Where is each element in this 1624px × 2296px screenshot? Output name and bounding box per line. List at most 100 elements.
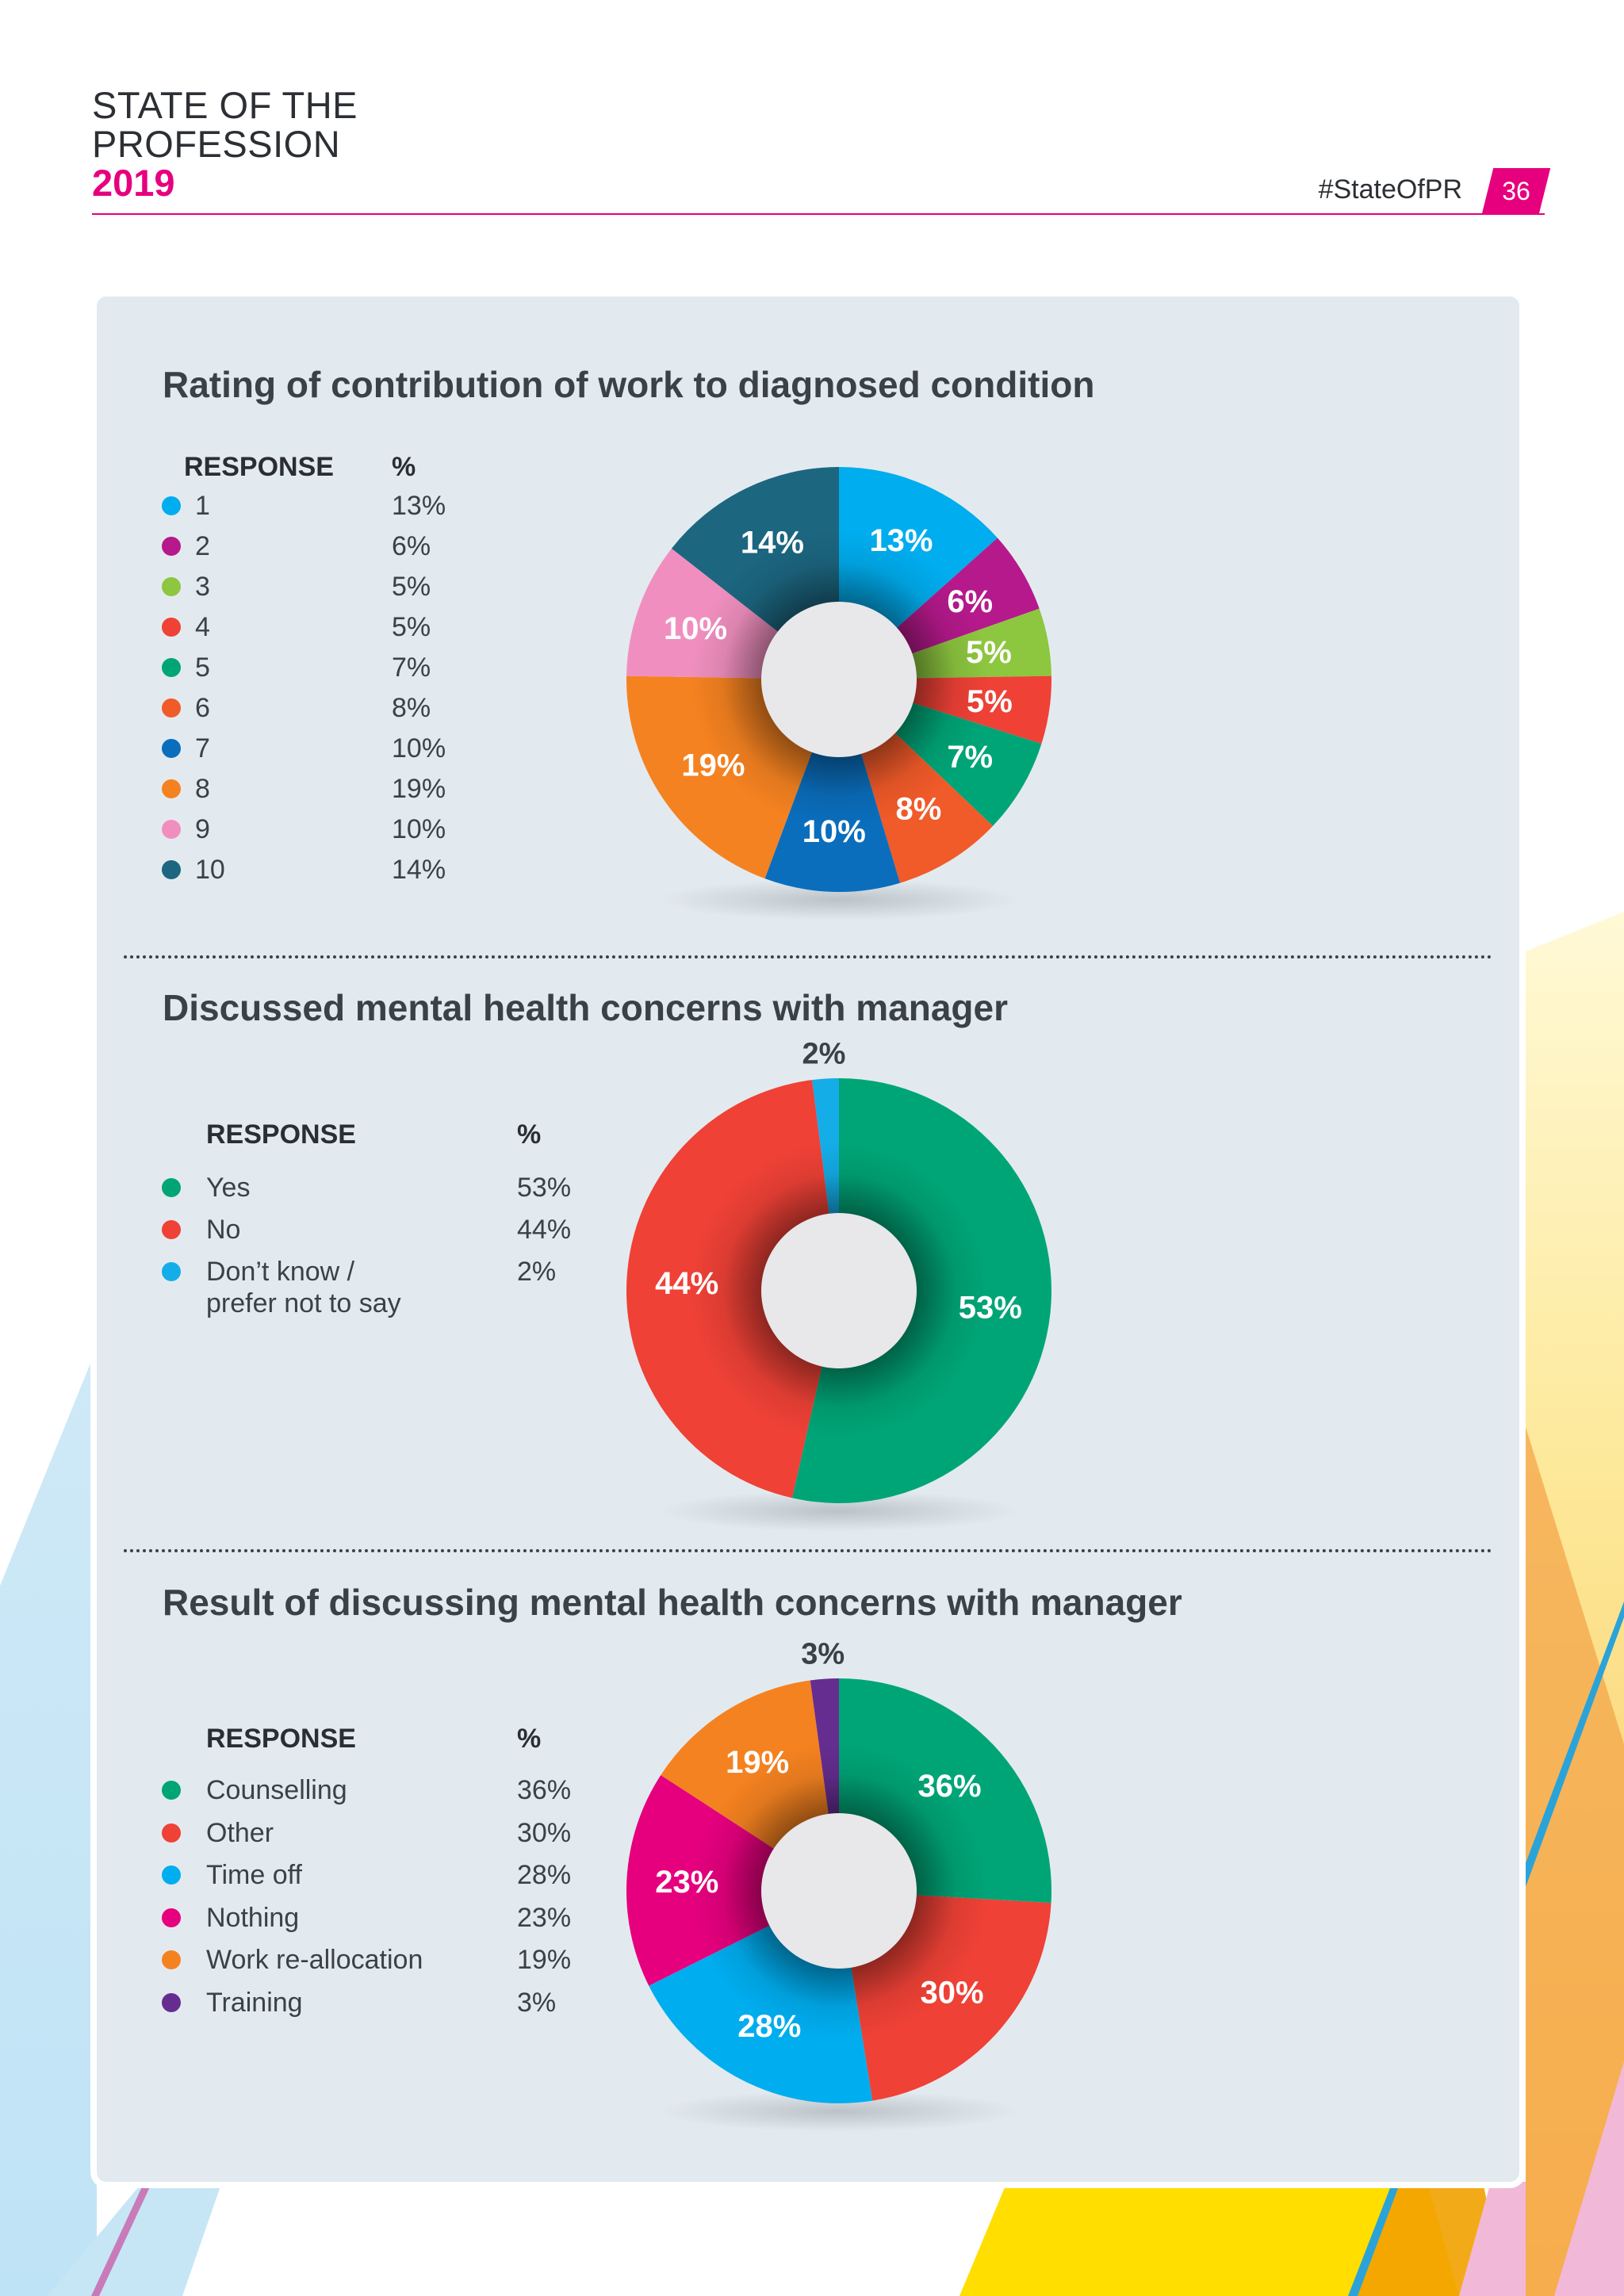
- brand-line-2: PROFESSION: [92, 123, 341, 165]
- legend-value: 19%: [517, 1945, 572, 1976]
- chart-shadow: [658, 879, 1020, 920]
- legend-value: 44%: [517, 1215, 572, 1245]
- data-label-5: 7%: [947, 740, 993, 775]
- legend-label: 6: [195, 693, 210, 723]
- brand-year: 2019: [92, 162, 175, 204]
- legend-2: RESPONSE% Yes 53% No 44% Don’t know / prefer n…: [162, 1119, 606, 1341]
- legend-percent-header: %: [392, 452, 416, 482]
- legend-swatch: [162, 496, 181, 515]
- legend-value: 10%: [392, 814, 446, 844]
- chart-shadow: [658, 1490, 1020, 1532]
- legend-percent-header: %: [517, 1119, 542, 1150]
- brand-line-1: STATE OF THE: [92, 84, 358, 126]
- data-label-time-off: 28%: [737, 2009, 801, 2044]
- hashtag: #StateOfPR: [1318, 174, 1462, 205]
- legend-swatch: [162, 698, 181, 718]
- legend-response-header: RESPONSE: [184, 452, 334, 482]
- legend-label: Time off: [206, 1860, 302, 1891]
- legend-value: 23%: [517, 1902, 572, 1933]
- legend-value: 14%: [392, 855, 446, 885]
- legend-swatch: [162, 618, 181, 637]
- legend-swatch: [162, 537, 181, 556]
- legend-swatch: [162, 1950, 181, 1970]
- donut-chart-2: 53% 44% 2%: [626, 1038, 1051, 1532]
- legend-value: 2%: [517, 1257, 557, 1287]
- legend-swatch: [162, 1220, 181, 1239]
- legend-value: 3%: [517, 1988, 557, 2018]
- data-label-don-t-know-prefer-not-to-say: 2%: [802, 1038, 846, 1071]
- page-number: 36: [1502, 177, 1530, 205]
- legend-swatch: [162, 820, 181, 839]
- legend-label: Yes: [206, 1173, 251, 1203]
- data-label-4: 5%: [967, 684, 1013, 719]
- legend-label: 4: [195, 612, 210, 642]
- legend-value: 53%: [517, 1173, 572, 1203]
- legend-value: 7%: [392, 652, 431, 683]
- legend-swatch: [162, 1781, 181, 1800]
- data-label-1: 13%: [869, 523, 933, 558]
- data-label-6: 8%: [896, 792, 942, 827]
- chart-title-3: Result of discussing mental health conce…: [163, 1582, 1182, 1623]
- data-label-yes: 53%: [959, 1290, 1022, 1325]
- section-divider-1: [124, 955, 1492, 959]
- legend-label: 2: [195, 531, 210, 561]
- legend-swatch: [162, 1908, 181, 1927]
- data-label-9: 10%: [664, 611, 727, 646]
- legend-percent-header: %: [517, 1724, 542, 1754]
- section-divider-2: [124, 1549, 1492, 1552]
- data-label-8: 19%: [681, 748, 745, 783]
- legend-swatch: [162, 1866, 181, 1885]
- data-label-other: 30%: [920, 1976, 983, 2011]
- legend-label: 5: [195, 652, 210, 683]
- chart-title-2: Discussed mental health concerns with ma…: [163, 987, 1008, 1028]
- data-label-training: 3%: [801, 1638, 845, 1671]
- legend-label: Training: [206, 1988, 303, 2018]
- legend-swatch: [162, 739, 181, 758]
- legend-label: Counselling: [206, 1775, 347, 1805]
- data-label-work-re-allocation: 19%: [726, 1745, 789, 1780]
- legend-swatch: [162, 1823, 181, 1843]
- legend-label: Other: [206, 1817, 274, 1848]
- legend-value: 6%: [392, 531, 431, 561]
- chart-shadow: [658, 2091, 1020, 2132]
- report-brand: STATE OF THE PROFESSION 2019: [92, 86, 358, 203]
- legend-value: 13%: [392, 491, 446, 521]
- data-label-2: 6%: [947, 584, 993, 619]
- donut-hole: [761, 1213, 917, 1368]
- legend-label: 10: [195, 855, 225, 885]
- legend-3: RESPONSE% Counselling 36% Other 30% Time off 2…: [162, 1724, 606, 2041]
- legend-swatch: [162, 1178, 181, 1197]
- data-label-7: 10%: [802, 814, 866, 849]
- legend-value: 19%: [392, 774, 446, 804]
- legend-swatch: [162, 577, 181, 596]
- legend-label: Work re-allocation: [206, 1945, 423, 1976]
- data-label-10: 14%: [741, 525, 804, 560]
- legend-value: 36%: [517, 1775, 572, 1805]
- data-label-3: 5%: [966, 635, 1012, 670]
- legend-label: Nothing: [206, 1902, 300, 1933]
- legend-swatch: [162, 1993, 181, 2012]
- legend-label: 7: [195, 733, 210, 763]
- legend-response-header: RESPONSE: [206, 1119, 356, 1150]
- legend-value: 8%: [392, 693, 431, 723]
- legend-label: 1: [195, 491, 210, 521]
- chart-title-1: Rating of contribution of work to diagno…: [163, 364, 1095, 405]
- legend-label: 3: [195, 572, 210, 602]
- legend-swatch: [162, 860, 181, 879]
- page-number-badge: 36: [1481, 168, 1551, 214]
- legend-label: 9: [195, 814, 210, 844]
- legend-value: 10%: [392, 733, 446, 763]
- legend-value: 28%: [517, 1860, 572, 1891]
- legend-swatch: [162, 1262, 181, 1281]
- donut-hole: [761, 602, 917, 757]
- legend-swatch: [162, 779, 181, 798]
- data-label-counselling: 36%: [918, 1769, 982, 1804]
- legend-response-header: RESPONSE: [206, 1724, 356, 1754]
- donut-chart-3: 36% 30% 28% 23% 19% 3%: [626, 1638, 1051, 2132]
- legend-1: RESPONSE% 1 13% 2 6% 3 5% 4 5% 5 7% 6 8% 7 10% 8 19% 9 10%…: [162, 452, 495, 896]
- legend-label: Don’t know / prefer not to say: [206, 1257, 401, 1318]
- donut-hole: [761, 1813, 917, 1969]
- legend-value: 30%: [517, 1817, 572, 1848]
- legend-value: 5%: [392, 612, 431, 642]
